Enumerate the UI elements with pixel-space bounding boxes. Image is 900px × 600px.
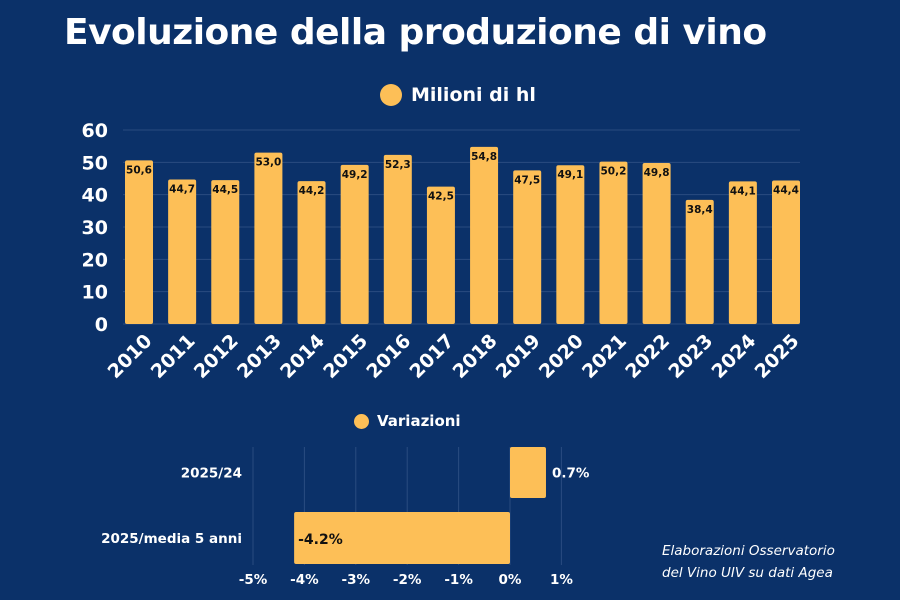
- y-tick-label: 10: [82, 282, 108, 304]
- bar: [294, 512, 510, 564]
- x-tick-label: 2020: [535, 330, 588, 383]
- x-tick-label: 2017: [406, 330, 459, 383]
- y-tick-label: 50: [82, 152, 108, 174]
- x-tick-label: 2022: [621, 330, 674, 383]
- bar: [426, 186, 455, 324]
- source-note-line: del Vino UIV su dati Agea: [662, 565, 833, 581]
- legend-variations: Variazioni: [354, 412, 461, 430]
- bar: [510, 447, 546, 498]
- x-tick-label: 2014: [276, 330, 329, 383]
- y-category-label: 2025/24: [181, 466, 242, 482]
- data-label: 52,3: [385, 159, 411, 171]
- data-label: 0.7%: [552, 466, 590, 482]
- data-label: 49,2: [342, 169, 368, 181]
- bar: [254, 152, 283, 324]
- page-title: Evoluzione della produzione di vino: [64, 12, 767, 53]
- x-tick-label: -1%: [444, 572, 473, 588]
- legend-dot-icon: [380, 84, 402, 106]
- source-note: Elaborazioni Osservatorio del Vino UIV s…: [662, 540, 835, 584]
- bar: [642, 162, 671, 324]
- bar: [599, 161, 628, 324]
- x-tick-label: 2016: [362, 330, 415, 383]
- x-tick-label: 2011: [147, 330, 200, 383]
- bar: [728, 181, 757, 324]
- x-tick-label: 1%: [550, 572, 573, 588]
- x-tick-label: 2019: [492, 330, 545, 383]
- x-tick-label: 2010: [104, 330, 157, 383]
- data-label: 44,1: [730, 185, 756, 197]
- data-label: 38,4: [687, 204, 713, 216]
- x-tick-label: 2013: [233, 330, 286, 383]
- data-label: 44,4: [773, 184, 799, 196]
- x-tick-label: -5%: [239, 572, 268, 588]
- legend-production: Milioni di hl: [380, 84, 536, 106]
- data-label: 50,2: [601, 166, 627, 178]
- data-label: 49,1: [557, 169, 583, 181]
- data-label: -4.2%: [298, 532, 343, 548]
- data-label: 54,8: [471, 151, 497, 163]
- bar: [685, 199, 714, 324]
- x-tick-label: -2%: [393, 572, 422, 588]
- x-tick-label: 2021: [578, 330, 631, 383]
- x-tick-label: 2024: [707, 330, 760, 383]
- data-label: 42,5: [428, 191, 454, 203]
- bar: [340, 164, 369, 324]
- data-label: 44,5: [212, 184, 238, 196]
- legend-label: Milioni di hl: [411, 84, 536, 106]
- x-tick-label: 2025: [751, 330, 804, 383]
- y-tick-label: 60: [82, 120, 108, 142]
- legend-dot-icon: [354, 413, 369, 429]
- data-label: 44,7: [169, 183, 195, 195]
- x-tick-label: -4%: [290, 572, 319, 588]
- y-tick-label: 40: [82, 185, 108, 207]
- data-label: 47,5: [514, 174, 540, 186]
- bar: [470, 146, 499, 324]
- data-label: 44,2: [299, 185, 325, 197]
- y-tick-label: 30: [82, 217, 108, 239]
- y-category-label: 2025/media 5 anni: [101, 531, 242, 547]
- legend-label: Variazioni: [377, 412, 461, 430]
- x-tick-label: 2012: [190, 330, 243, 383]
- x-tick-label: 2015: [319, 330, 372, 383]
- bar: [383, 154, 412, 324]
- data-label: 49,8: [644, 167, 670, 179]
- bar: [772, 180, 800, 324]
- y-tick-label: 20: [82, 249, 108, 271]
- bar: [513, 170, 542, 324]
- bar: [556, 165, 585, 324]
- bar: [168, 179, 197, 324]
- bar: [211, 180, 240, 324]
- x-tick-label: 0%: [499, 572, 522, 588]
- y-tick-label: 0: [95, 314, 108, 336]
- data-label: 53,0: [255, 157, 281, 169]
- x-tick-label: 2018: [449, 330, 502, 383]
- data-label: 50,6: [126, 164, 152, 176]
- x-tick-label: 2023: [664, 330, 717, 383]
- bar: [297, 181, 326, 324]
- x-tick-label: -3%: [342, 572, 371, 588]
- source-note-line: Elaborazioni Osservatorio: [662, 543, 835, 559]
- bar: [125, 160, 153, 324]
